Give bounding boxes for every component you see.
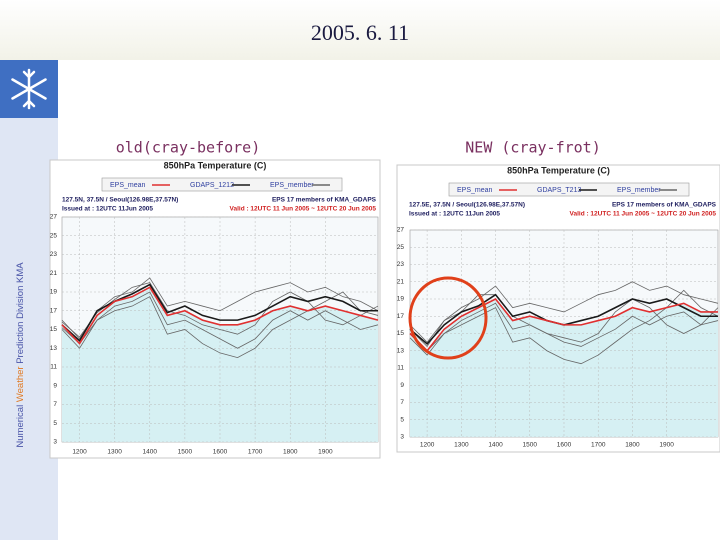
slide-title: 2005. 6. 11 [311,20,409,45]
series-line [409,281,719,348]
y-tick-label: 15 [50,326,58,333]
chart-info: Issued at : 12UTC 11Jun 2005 [409,211,500,218]
series-line [61,291,379,359]
y-tick-label: 27 [50,214,58,221]
legend-label: EPS_member [617,187,661,194]
x-tick-label: 1600 [213,449,228,456]
legend-box [101,177,343,192]
legend-label: GDAPS_1212 [190,182,234,189]
x-tick-label: 1300 [454,442,469,449]
panel-caption: NEW (cray-frot) [465,139,600,157]
charts: 850hPa Temperature (C) EPS_mean GDAPS_1212… [49,159,720,459]
x-tick-label: 1400 [143,449,158,456]
y-tick-label: 13 [397,347,405,354]
chart-info: 127.5N, 37.5N / Seoul(126.98E,37.57N) [62,197,178,204]
y-tick-label: 25 [50,232,58,239]
y-tick-label: 21 [397,278,405,285]
x-tick-label: 1400 [488,442,503,449]
x-tick-label: 1500 [523,442,538,449]
panel-caption: old(cray-before) [116,139,261,157]
legend-label: EPS_member [270,182,314,189]
highlight-ellipse [408,276,488,360]
chart-info: 127.5E, 37.5N / Seoul(126.98E,37.57N) [409,202,525,209]
chart-title: 850hPa Temperature (C) [164,160,267,170]
y-tick-label: 23 [397,261,405,268]
y-tick-label: 7 [53,401,57,408]
x-tick-label: 1600 [557,442,572,449]
chart-info: Valid : 12UTC 11 Jun 2005 ~ 12UTC 20 Jun… [569,211,716,218]
chart-title: 850hPa Temperature (C) [507,165,610,175]
x-tick-label: 1900 [318,449,333,456]
legend-box [448,182,690,197]
x-tick-label: 1800 [625,442,640,449]
y-tick-label: 11 [50,364,57,371]
y-tick-label: 5 [53,420,57,427]
sidebar [0,60,58,540]
sidebar-word: Weather [15,366,26,402]
x-tick-label: 1200 [420,442,435,449]
y-tick-label: 3 [400,434,404,441]
x-tick-label: 1700 [591,442,606,449]
sidebar-word: Numerical [15,405,26,448]
title-band [0,0,720,60]
y-tick-label: 21 [50,270,58,277]
series-line [61,277,379,340]
series-line [61,282,379,338]
snowflake-icon [11,68,47,110]
y-tick-label: 9 [400,382,404,389]
y-tick-label: 15 [397,330,405,337]
series-line [61,291,379,349]
sidebar-label: Numerical Weather Prediction Division KM… [15,262,26,448]
series-line [409,302,719,356]
y-tick-label: 25 [397,244,405,251]
legend-label: GDAPS_T213 [537,187,581,194]
y-tick-label: 19 [50,289,58,296]
x-tick-label: 1700 [248,449,263,456]
y-tick-label: 5 [400,416,404,423]
x-tick-label: 1500 [178,449,193,456]
chart-info: EPS 17 members of KMA_GDAPS [272,197,377,204]
y-tick-label: 9 [53,382,57,389]
x-tick-label: 1800 [283,449,298,456]
sidebar-word: Prediction Division KMA [15,262,26,364]
chart-info: EPS 17 members of KMA_GDAPS [612,202,717,209]
y-tick-label: 11 [397,365,404,372]
y-tick-label: 23 [50,251,58,258]
series-line [409,297,718,352]
y-tick-label: 7 [400,399,404,406]
y-tick-label: 3 [53,439,57,446]
y-tick-label: 27 [397,227,405,234]
y-tick-label: 19 [397,296,405,303]
y-tick-label: 17 [397,313,405,320]
chart-info: Valid : 12UTC 11 Jun 2005 ~ 12UTC 20 Jun… [229,206,376,213]
series-line [61,286,379,345]
area-fill [62,287,378,442]
x-tick-label: 1900 [659,442,674,449]
chart-info: Issued at : 12UTC 11Jun 2005 [62,206,153,213]
x-tick-label: 1200 [72,449,87,456]
legend-label: EPS_mean [110,182,146,189]
legend-label: EPS_mean [457,187,493,194]
x-tick-label: 1300 [107,449,122,456]
y-tick-label: 13 [50,345,58,352]
y-tick-label: 17 [50,307,58,314]
